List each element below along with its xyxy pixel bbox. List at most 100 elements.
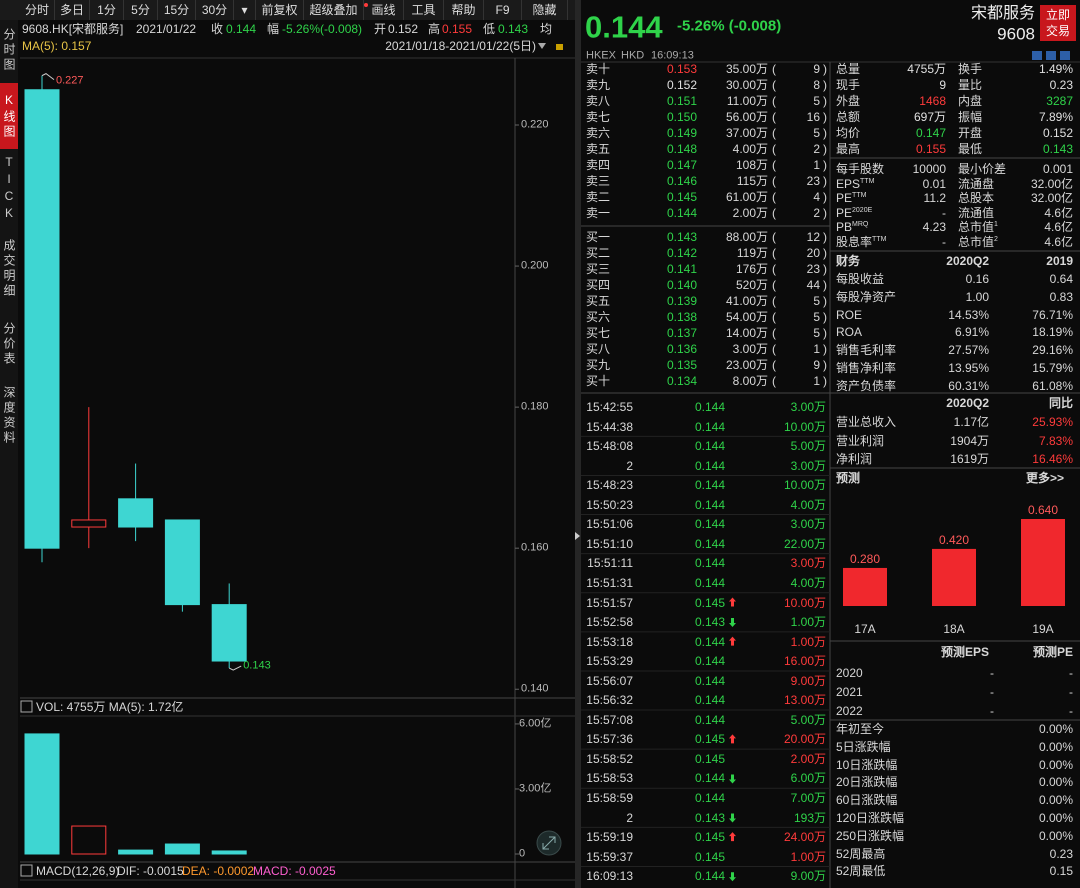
label: 0.138 [666,310,697,324]
label: 35.00万 [725,62,768,76]
bracket: ( [772,174,776,188]
label: 量比 [958,78,983,92]
label: 流通盘 [958,176,995,191]
trade-button-label[interactable]: 立即 [1045,8,1071,22]
label: - [942,205,946,220]
label: 119万 [736,246,768,260]
label: 176万 [735,262,768,276]
superscript: TTM [872,235,887,243]
toolbar-button[interactable]: 1分 [90,0,124,20]
label: 卖六 [586,126,611,140]
side-tab[interactable]: K线图 [0,83,18,149]
label: 0.146 [666,174,697,188]
label: 6.00万 [790,771,826,786]
volume-bar [211,850,247,855]
label: 0.155 [442,22,473,36]
label: 销售毛利率 [836,343,897,358]
label: 2022 [836,704,863,718]
label: 15:51:11 [587,556,633,571]
label: - [990,685,994,699]
up-arrow [729,636,736,646]
forecast-bar [1021,519,1065,606]
label: 15:56:32 [586,693,633,708]
forecast-bar [843,567,887,606]
toolbar-button[interactable]: ▾ [234,0,256,20]
label: 4.6亿 [1044,205,1073,220]
label: 60日涨跌幅 [836,793,898,808]
toolbar-button[interactable]: 工具 [404,0,444,20]
label: 0.144 [694,771,725,786]
superscript: TTM [860,177,875,185]
bracket: ( [772,126,776,140]
label: 10.00万 [783,595,826,610]
side-tab[interactable]: 分时图 [2,27,16,73]
label: 0.147 [666,158,697,172]
toolbar-button[interactable]: 隐藏 [522,0,568,20]
x-tick-label: 17A [854,622,876,636]
toolbar-button[interactable]: 15分 [158,0,196,20]
label: 总额 [836,110,861,124]
label: 0.23 [1049,846,1073,861]
label: 0.149 [666,126,697,140]
toolbar-button[interactable]: 帮助 [444,0,484,20]
label: 0.152 [388,22,419,36]
label: 0.15 [1049,864,1073,879]
label: 2021 [836,685,863,699]
label: 1 [813,374,820,388]
label: 0.143 [666,230,697,244]
toolbar-button[interactable]: 分时 [20,0,55,20]
up-arrow [729,832,736,842]
label: ROE [836,307,863,322]
help-icon [20,700,33,713]
y-tick-label: 0.200 [521,259,549,272]
bracket: ( [772,110,776,124]
trade-button-label[interactable]: 交易 [1045,24,1071,38]
label: 24.00万 [783,830,826,845]
label: 幅 [267,22,280,36]
toolbar-button[interactable]: 画线 [364,0,404,20]
toolbar-button[interactable]: 30分 [196,0,234,20]
superscript: TTM [852,192,867,199]
toolbar-button[interactable]: 5分 [124,0,158,20]
label: 9 [813,62,820,76]
label: - [1069,666,1073,680]
label: 预测EPS [940,645,989,659]
bracket: ) [823,126,827,140]
side-tab[interactable]: 深度资料 [2,386,16,446]
label: 4.00万 [732,142,768,156]
label: 0.83 [1049,289,1073,304]
label: 14.00万 [725,326,768,340]
label: 资产负债率 [836,378,897,393]
side-tab[interactable]: 分价表 [2,321,16,367]
label: 16.00万 [783,654,826,669]
label: 卖九 [586,78,611,92]
trade-button[interactable] [1040,5,1076,41]
label: 现手 [836,78,861,92]
bracket: ( [772,278,776,292]
tool-icon[interactable] [1046,51,1056,60]
side-tab[interactable]: TICK [2,155,16,223]
toolbar-button[interactable]: 前复权 [256,0,304,20]
toolbar-button[interactable]: F9 [484,0,522,20]
tool-icon[interactable] [1032,51,1042,60]
tool-icon[interactable] [1060,51,1070,60]
label: 2 [813,142,820,156]
label: 20日涨跌幅 [836,775,898,790]
side-tab[interactable]: 成交明细 [2,239,16,299]
more-link[interactable]: 更多>> [1025,471,1065,485]
label: 18.19% [1032,325,1073,340]
toolbar-button[interactable]: 多日 [55,0,90,20]
label: 16.46% [1032,452,1073,466]
label: 0.151 [666,94,697,108]
candle-body [164,519,200,606]
label: 16:09:13 [651,49,694,62]
label: 7.83% [1038,433,1073,448]
label: 买八 [586,342,611,356]
toolbar-button[interactable]: 超级叠加 [304,0,364,20]
bracket: ( [772,310,776,324]
label: 2.00万 [732,206,768,220]
bracket: ( [772,190,776,204]
label: 3287 [1046,94,1073,108]
volume-title: VOL: 4755万 MA(5): 1.72亿 [36,700,184,714]
label: MACD: -0.0025 [253,864,336,878]
